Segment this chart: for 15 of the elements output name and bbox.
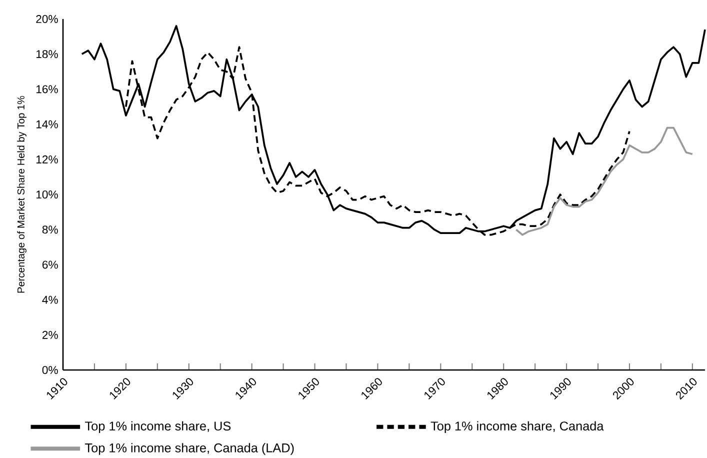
y-tick-label: 10% <box>36 190 58 199</box>
y-tick-label: 14% <box>36 120 58 128</box>
y-tick-label: 16% <box>36 85 58 94</box>
legend-label: Top 1% income share, Canada (LAD) <box>85 443 294 455</box>
y-tick-label: 18% <box>36 50 58 58</box>
y-tick-label: 12% <box>36 155 58 164</box>
y-tick-label: 0% <box>42 366 58 374</box>
y-tick-label: 2% <box>42 330 58 339</box>
legend-label: Top 1% income share, Canada <box>430 421 604 434</box>
y-tick-label: 6% <box>42 260 58 269</box>
y-tick-label: 8% <box>42 226 58 234</box>
y-tick-label: 20% <box>36 15 58 24</box>
y-tick-label: 4% <box>42 296 58 304</box>
y-axis-title: Percentage of Market Share Held by Top 1% <box>17 96 26 293</box>
legend-label: Top 1% income share, US <box>85 421 231 434</box>
